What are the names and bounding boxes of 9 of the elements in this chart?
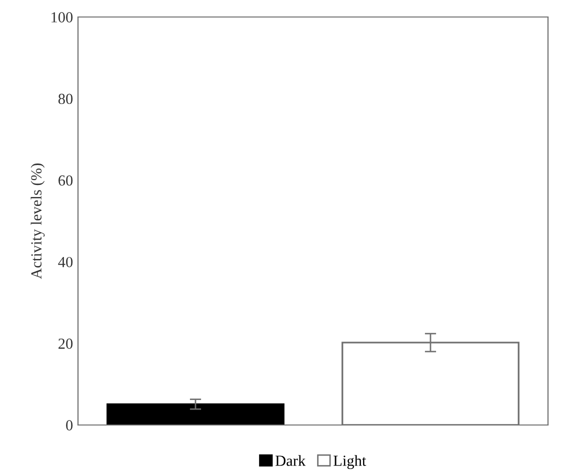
y-tick-label: 60 <box>58 175 73 186</box>
y-tick-label: 100 <box>52 12 73 22</box>
legend-label: Dark <box>276 455 306 466</box>
y-tick-label: 0 <box>66 420 73 430</box>
y-tick-label: 20 <box>58 338 73 349</box>
legend-label: Light <box>334 455 366 470</box>
y-axis-title: Activity levels (%) <box>30 164 45 279</box>
y-tick-label: 40 <box>58 256 73 268</box>
y-tick-label: 80 <box>58 94 73 104</box>
